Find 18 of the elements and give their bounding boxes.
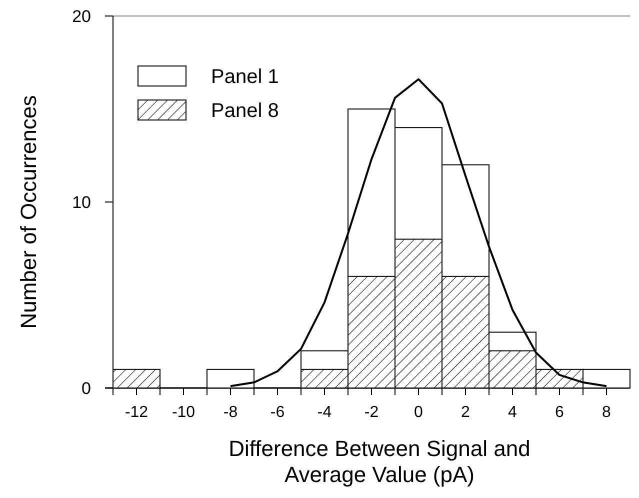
x-axis-title: Difference Between Signal and Average Value (pA) bbox=[228, 436, 530, 487]
y-tick-label: 10 bbox=[72, 193, 91, 212]
y-axis-title: Number of Occurrences bbox=[16, 95, 41, 329]
x-tick-label: -6 bbox=[270, 404, 285, 421]
x-tick-label: 4 bbox=[508, 404, 518, 421]
x-tick-label: -2 bbox=[364, 404, 379, 421]
x-tick-label: 0 bbox=[414, 404, 424, 421]
x-tick-label: 8 bbox=[602, 404, 612, 421]
x-tick-label: -12 bbox=[124, 404, 148, 421]
x-tick-label: -8 bbox=[223, 404, 238, 421]
x-tick-label: -4 bbox=[317, 404, 332, 421]
x-tick-label: -10 bbox=[172, 404, 196, 421]
legend-label: Panel 8 bbox=[211, 100, 279, 122]
y-tick-label: 0 bbox=[82, 379, 91, 398]
y-tick-label: 20 bbox=[72, 7, 91, 26]
x-tick-label: 6 bbox=[555, 404, 564, 421]
x-tick-label: 2 bbox=[461, 404, 470, 421]
legend-label: Panel 1 bbox=[211, 66, 279, 88]
